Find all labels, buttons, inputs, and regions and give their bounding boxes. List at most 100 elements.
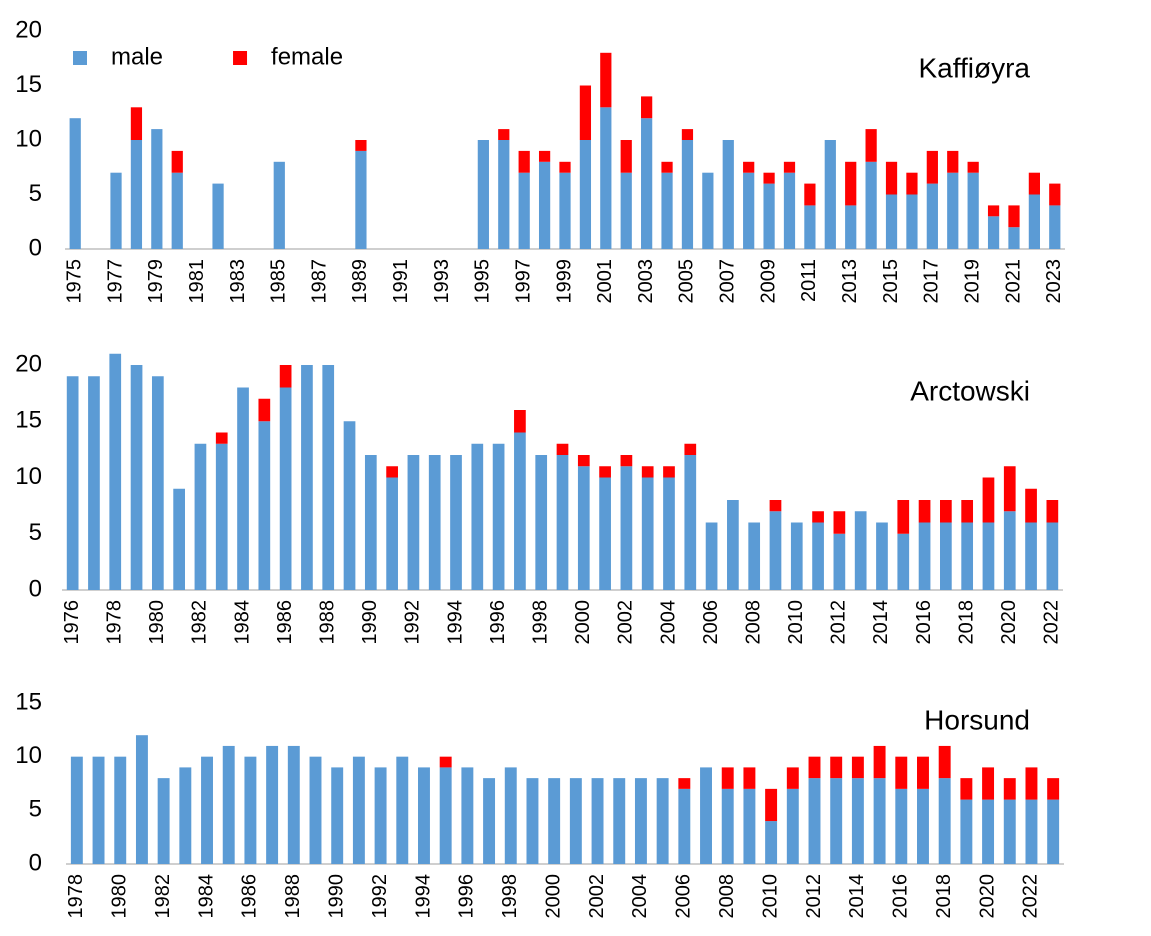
bar-segment (1003, 799, 1016, 864)
bar-segment (620, 466, 633, 590)
bar-segment (273, 161, 285, 249)
bar-segment (151, 376, 164, 590)
bar-segment (171, 172, 183, 249)
bar-segment (765, 821, 778, 864)
bar-segment (279, 365, 292, 388)
bar-segment (1025, 799, 1038, 864)
bar-segment (783, 161, 796, 173)
x-tick-label: 2015 (880, 259, 902, 304)
bar-segment (600, 52, 612, 108)
bar-segment (917, 756, 929, 789)
y-tick-label: 5 (29, 180, 42, 207)
y-tick-label: 10 (15, 125, 42, 152)
x-tick-label: 1996 (456, 874, 478, 919)
bar-segment (514, 432, 526, 590)
x-tick-label: 1988 (317, 600, 339, 645)
bar-segment (1028, 172, 1040, 195)
x-tick-label: 1977 (104, 259, 126, 304)
bar-segment (681, 129, 694, 140)
bar-segment (548, 778, 561, 864)
bar-segment (151, 129, 163, 249)
bar-segment (865, 161, 877, 249)
y-tick-label: 0 (29, 575, 42, 602)
bar-segment (727, 500, 739, 590)
bar-segment (498, 140, 510, 249)
x-tick-label: 1981 (186, 259, 208, 304)
bar-segment (69, 118, 81, 249)
x-tick-label: 2012 (828, 600, 850, 645)
y-tick-label: 10 (15, 463, 42, 490)
x-tick-label: 2014 (846, 874, 868, 919)
bar-segment (947, 150, 959, 173)
bar-segment (721, 788, 734, 864)
bar-segment (769, 511, 782, 590)
bar-segment (938, 778, 951, 864)
x-tick-label: 2016 (913, 600, 935, 645)
bar-segment (66, 376, 79, 590)
bar-segment (355, 140, 367, 151)
bar-segment (938, 745, 951, 779)
x-tick-label: 1999 (553, 259, 575, 304)
x-tick-label: 2021 (1002, 259, 1024, 304)
x-tick-label: 2002 (586, 874, 608, 919)
bar-segment (885, 161, 898, 195)
bar-segment (1025, 488, 1037, 523)
x-tick-label: 1991 (390, 259, 412, 304)
bar-segment (897, 500, 910, 534)
x-tick-label: 1984 (231, 600, 253, 645)
bar-segment (343, 421, 356, 590)
bar-segment (266, 745, 279, 864)
bar-segment (851, 778, 864, 864)
bar-segment (1025, 522, 1037, 590)
bar-segment (765, 788, 778, 822)
bar-segment (70, 756, 83, 864)
x-tick-label: 1990 (325, 874, 347, 919)
bar-segment (833, 511, 846, 534)
bar-segment (743, 161, 755, 173)
bar-segment (1003, 511, 1016, 590)
bar-segment (926, 150, 938, 184)
bar-segment (641, 466, 654, 478)
bar-segment (743, 767, 756, 789)
bar-segment (830, 756, 843, 779)
x-tick-label: 2017 (921, 259, 943, 304)
bar-segment (763, 183, 775, 249)
x-tick-label: 1979 (145, 259, 167, 304)
bar-segment (895, 788, 908, 864)
bar-segment (461, 767, 474, 864)
bar-segment (702, 172, 714, 249)
x-tick-label: 1996 (487, 600, 509, 645)
bar-segment (1047, 799, 1060, 864)
x-tick-label: 2018 (933, 874, 955, 919)
bar-segment (135, 735, 148, 864)
bar-segment (483, 778, 496, 864)
bar-segment (960, 799, 973, 864)
x-tick-label: 2010 (759, 874, 781, 919)
bar-segment (926, 183, 938, 249)
bar-segment (982, 767, 995, 800)
x-tick-label: 1998 (499, 874, 521, 919)
bar-segment (1025, 767, 1038, 800)
bar-segment (1049, 183, 1061, 206)
bar-segment (845, 161, 857, 206)
bar-segment (656, 778, 669, 864)
x-tick-label: 1976 (61, 600, 83, 645)
bar-segment (450, 455, 462, 590)
bar-segment (279, 387, 292, 590)
bar-segment (947, 172, 959, 249)
bar-segment (130, 140, 143, 249)
x-tick-label: 1978 (104, 600, 126, 645)
y-tick-label: 20 (15, 16, 42, 43)
bar-segment (222, 745, 235, 864)
bar-segment (579, 85, 592, 140)
bar-segment (748, 522, 761, 590)
bar-segment (504, 767, 517, 864)
bar-segment (634, 778, 647, 864)
bar-segment (987, 216, 1000, 249)
x-tick-label: 2000 (542, 874, 564, 919)
x-tick-label: 2008 (716, 874, 738, 919)
bar-segment (579, 140, 592, 249)
bar-segment (559, 161, 571, 173)
bar-segment (331, 767, 344, 864)
bar-segment (110, 172, 122, 249)
